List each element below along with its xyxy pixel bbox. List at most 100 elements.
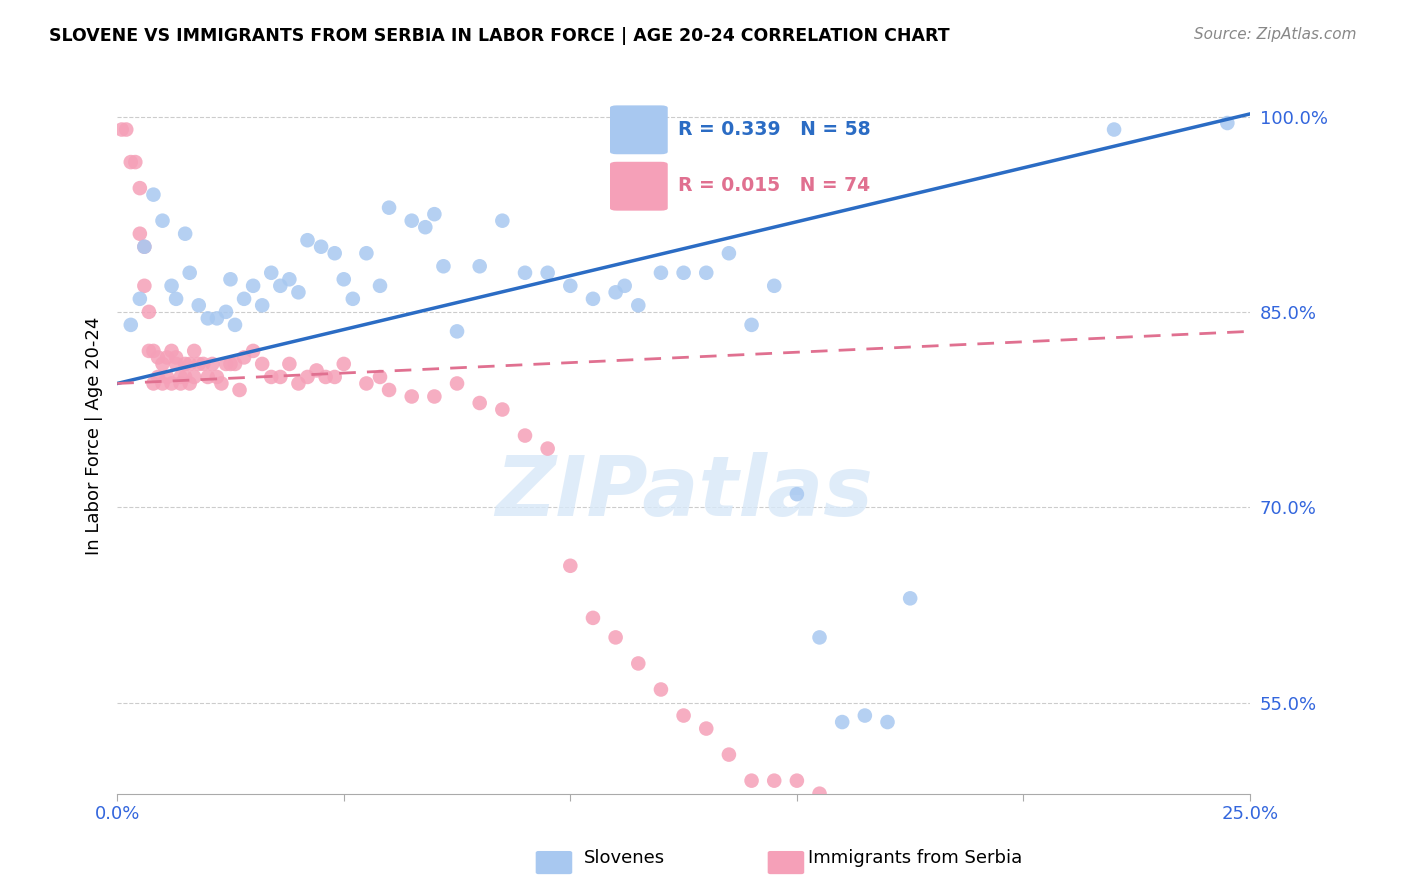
- Y-axis label: In Labor Force | Age 20-24: In Labor Force | Age 20-24: [86, 317, 103, 555]
- Text: Immigrants from Serbia: Immigrants from Serbia: [808, 849, 1022, 867]
- Point: [898, 591, 921, 606]
- Point: [156, 370, 179, 384]
- Point: [160, 376, 183, 391]
- Point: [763, 278, 786, 293]
- Point: [250, 357, 273, 371]
- Point: [537, 442, 560, 456]
- Point: [197, 370, 219, 384]
- Point: [120, 318, 142, 332]
- Point: [537, 266, 560, 280]
- Point: [160, 343, 183, 358]
- Point: [423, 207, 446, 221]
- Point: [242, 278, 264, 293]
- Point: [613, 278, 636, 293]
- Point: [179, 266, 201, 280]
- Point: [219, 357, 242, 371]
- Point: [1216, 116, 1239, 130]
- Point: [305, 363, 328, 377]
- Text: SLOVENE VS IMMIGRANTS FROM SERBIA IN LABOR FORCE | AGE 20-24 CORRELATION CHART: SLOVENE VS IMMIGRANTS FROM SERBIA IN LAB…: [49, 27, 950, 45]
- Point: [695, 722, 717, 736]
- Point: [242, 343, 264, 358]
- Point: [560, 278, 582, 293]
- Point: [201, 357, 224, 371]
- Point: [1102, 122, 1125, 136]
- Point: [446, 376, 468, 391]
- Point: [853, 708, 876, 723]
- Point: [672, 266, 695, 280]
- Point: [468, 260, 491, 274]
- Point: [187, 357, 209, 371]
- Point: [717, 246, 740, 260]
- Point: [323, 246, 346, 260]
- Point: [169, 376, 191, 391]
- Point: [142, 187, 165, 202]
- Point: [152, 357, 174, 371]
- Point: [152, 213, 174, 227]
- Point: [120, 155, 142, 169]
- Point: [627, 657, 650, 671]
- Point: [146, 351, 169, 365]
- Point: [297, 370, 319, 384]
- Point: [717, 747, 740, 762]
- Point: [763, 773, 786, 788]
- Point: [368, 278, 391, 293]
- Point: [146, 370, 169, 384]
- Point: [209, 376, 232, 391]
- Point: [808, 787, 831, 801]
- Point: [695, 266, 717, 280]
- Point: [415, 220, 437, 235]
- Point: [368, 370, 391, 384]
- Point: [165, 357, 187, 371]
- Point: [205, 311, 228, 326]
- Point: [160, 278, 183, 293]
- Point: [179, 376, 201, 391]
- Point: [582, 292, 605, 306]
- Point: [356, 376, 378, 391]
- Point: [156, 351, 179, 365]
- Point: [432, 260, 454, 274]
- Point: [128, 292, 150, 306]
- Point: [513, 266, 536, 280]
- Point: [174, 357, 197, 371]
- Point: [224, 318, 246, 332]
- Point: [513, 428, 536, 442]
- Point: [582, 611, 605, 625]
- Point: [786, 487, 808, 501]
- Point: [115, 122, 138, 136]
- Point: [138, 343, 160, 358]
- Point: [152, 376, 174, 391]
- Point: [228, 383, 250, 397]
- Point: [446, 324, 468, 338]
- Point: [165, 351, 187, 365]
- Point: [128, 227, 150, 241]
- Point: [250, 298, 273, 312]
- Point: [260, 266, 283, 280]
- Point: [627, 298, 650, 312]
- Point: [560, 558, 582, 573]
- Point: [309, 240, 332, 254]
- Point: [491, 213, 513, 227]
- Point: [356, 246, 378, 260]
- Point: [278, 272, 301, 286]
- Point: [831, 714, 853, 729]
- Point: [260, 370, 283, 384]
- Point: [215, 357, 238, 371]
- Point: [605, 285, 627, 300]
- Point: [323, 370, 346, 384]
- Point: [650, 682, 672, 697]
- Point: [134, 240, 156, 254]
- Point: [183, 370, 205, 384]
- Point: [138, 305, 160, 319]
- Point: [378, 383, 401, 397]
- Point: [332, 272, 354, 286]
- Point: [315, 370, 337, 384]
- Point: [287, 285, 309, 300]
- Point: [332, 357, 354, 371]
- Point: [876, 714, 898, 729]
- Point: [183, 343, 205, 358]
- Text: ZIPatlas: ZIPatlas: [495, 452, 873, 533]
- Point: [193, 357, 215, 371]
- Point: [179, 357, 201, 371]
- Point: [134, 240, 156, 254]
- Point: [169, 370, 191, 384]
